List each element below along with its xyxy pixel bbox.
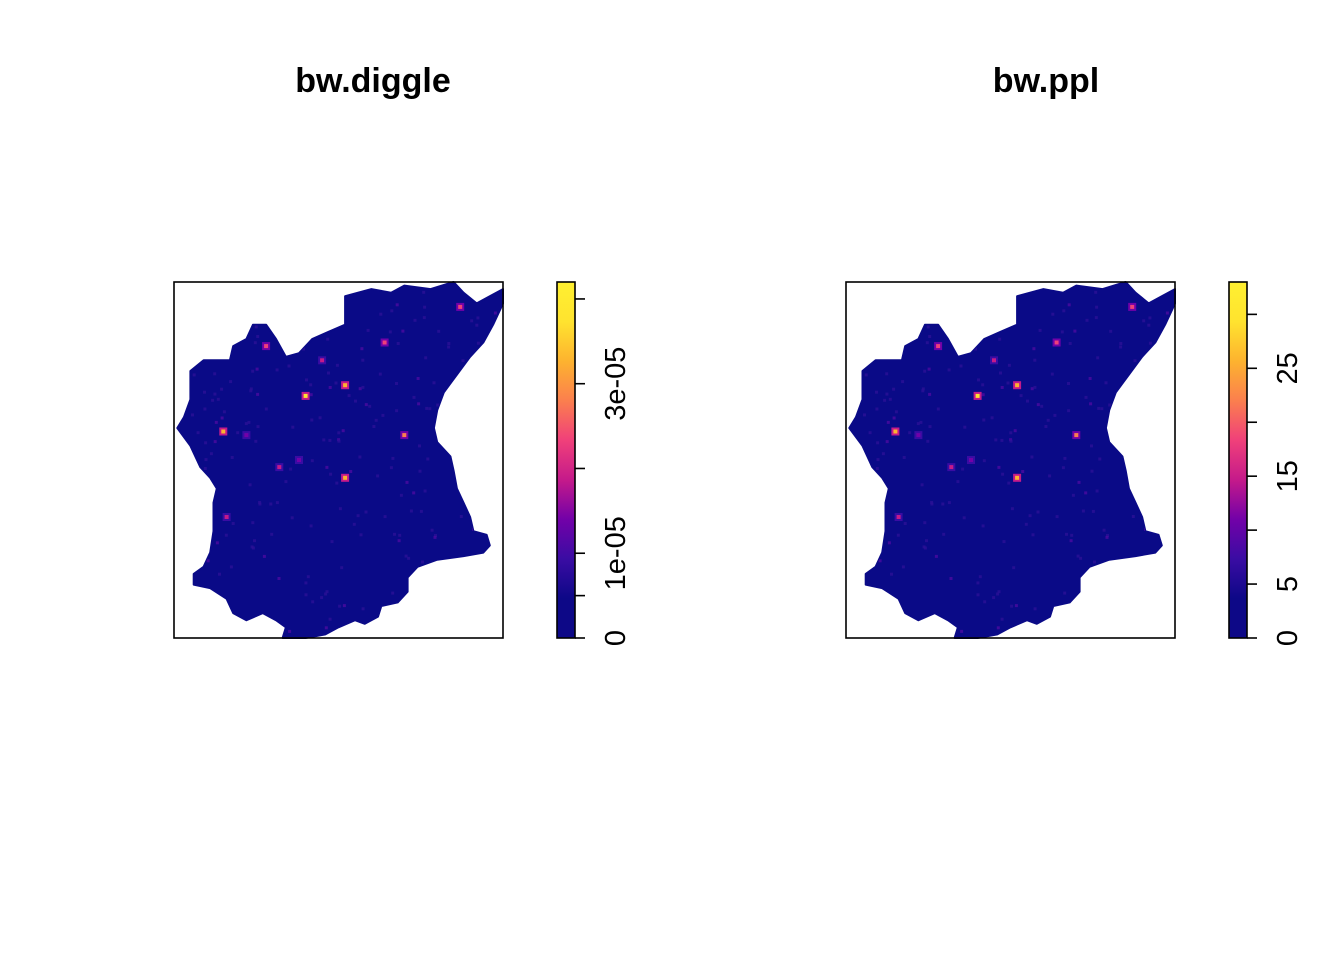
hotspot <box>894 513 903 521</box>
hotspot <box>400 431 409 440</box>
hotspot <box>1072 431 1081 440</box>
hotspot <box>914 431 923 440</box>
colorbar-tick-label: 0 <box>600 630 632 646</box>
hotspot <box>219 427 228 436</box>
hotspot <box>222 513 231 521</box>
colorbar-tick-label: 1e-05 <box>600 516 632 590</box>
colorbar-frame <box>1228 281 1248 639</box>
colorbar <box>557 282 575 638</box>
plot-frame <box>173 281 504 639</box>
hotspot <box>1128 302 1137 311</box>
panel-1: bw.diggle 0 1e-05 3e-05 <box>173 62 632 646</box>
hotspot <box>242 431 251 440</box>
hotspot <box>295 456 303 464</box>
colorbar-tick-label: 0 <box>1272 630 1304 646</box>
panel-2: bw.ppl 0 5 15 25 <box>845 62 1304 646</box>
hotspot <box>380 338 389 347</box>
hotspot <box>1013 473 1022 482</box>
hotspot <box>947 463 956 472</box>
hotspot <box>275 463 284 472</box>
chart-title: bw.ppl <box>993 62 1099 100</box>
density-region <box>176 281 504 639</box>
hotspot <box>1052 338 1061 347</box>
density-region <box>848 281 1176 639</box>
hotspot <box>967 456 975 464</box>
hotspot <box>262 342 271 351</box>
hotspot <box>318 356 327 365</box>
colorbar-tick-label: 15 <box>1272 460 1304 492</box>
colorbar-tick-label: 5 <box>1272 576 1304 592</box>
chart-title: bw.diggle <box>295 62 451 100</box>
hotspot <box>990 356 998 365</box>
hotspot <box>1013 381 1022 390</box>
hotspot <box>934 342 943 351</box>
hotspot <box>891 427 900 436</box>
hotspot <box>301 391 310 400</box>
plot-frame <box>845 281 1176 639</box>
colorbar-tick-label: 3e-05 <box>600 347 632 421</box>
hotspot <box>341 381 350 390</box>
colorbar <box>1229 282 1247 638</box>
hotspot <box>341 473 350 482</box>
colorbar-tick-label: 25 <box>1272 352 1304 384</box>
hotspot <box>973 391 982 400</box>
colorbar-frame <box>556 281 576 639</box>
hotspot <box>456 302 465 311</box>
